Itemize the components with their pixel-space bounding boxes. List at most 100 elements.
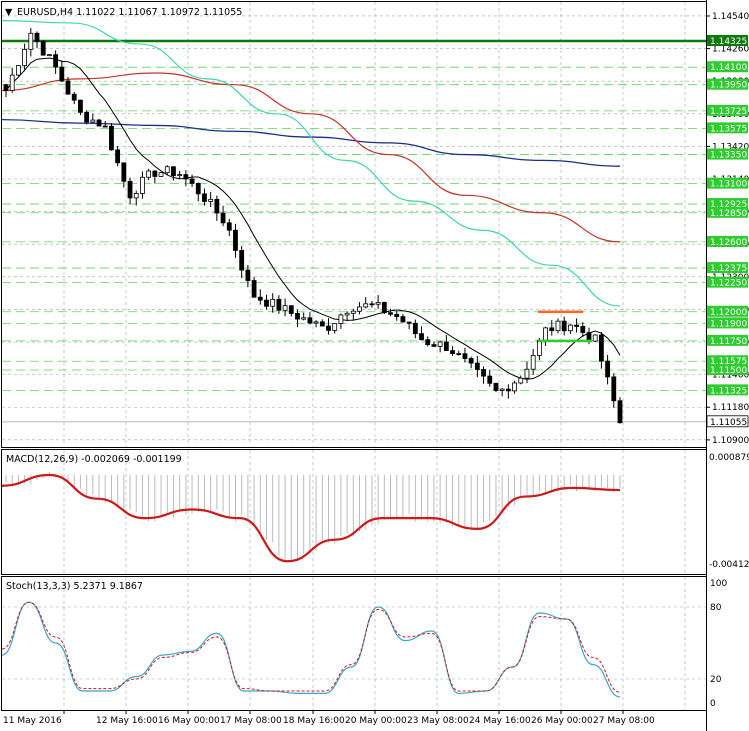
macd-pane xyxy=(1,449,707,575)
candle-body xyxy=(257,296,263,301)
candle-body xyxy=(90,119,96,123)
stoch-signal-line xyxy=(1,601,621,693)
candle-body xyxy=(47,54,52,57)
ma-blue-line xyxy=(1,118,621,167)
price-tick-label: 1.10900 xyxy=(712,436,749,446)
candle-body xyxy=(598,334,604,362)
candle-body xyxy=(363,303,369,308)
level-tag xyxy=(707,262,748,274)
current-price-label: 1.11055 xyxy=(710,418,747,428)
candle-body xyxy=(226,222,232,231)
level-tag-label: 1.12000 xyxy=(710,308,747,318)
candle-body xyxy=(357,306,362,312)
x-tick-label: 24 May 16:00 xyxy=(469,716,531,726)
candle-body xyxy=(617,400,623,424)
candle-body xyxy=(326,325,331,331)
candle-body xyxy=(71,93,77,101)
level-tag xyxy=(707,235,748,247)
ma-red-line xyxy=(1,72,621,243)
level-tag xyxy=(707,317,748,329)
candle-body xyxy=(574,324,579,327)
candle-body xyxy=(202,193,207,202)
candle-body xyxy=(313,321,319,324)
level-tag-label: 1.12850 xyxy=(710,209,747,219)
candle-body xyxy=(9,74,15,92)
level-tag xyxy=(707,104,748,116)
candle-body xyxy=(518,377,524,384)
stoch-tick-label: 100 xyxy=(710,579,727,589)
candle-body xyxy=(524,368,530,379)
level-tag xyxy=(707,276,748,288)
candle-body xyxy=(338,314,344,324)
candle-body xyxy=(307,317,313,324)
candle-body xyxy=(456,353,462,355)
price-tick-label: 1.14540 xyxy=(712,12,749,22)
candle-body xyxy=(53,54,59,68)
x-tick-label: 26 May 00:00 xyxy=(531,716,593,726)
candle-body xyxy=(133,193,139,199)
candle-body xyxy=(580,326,586,333)
level-tag xyxy=(707,122,748,134)
x-tick-label: 17 May 08:00 xyxy=(220,716,282,726)
candle-body xyxy=(214,198,220,214)
candle-body xyxy=(369,303,375,306)
level-tag xyxy=(707,61,748,73)
candle-body xyxy=(450,350,455,354)
candle-body xyxy=(233,229,238,251)
candle-body xyxy=(171,166,176,177)
chart-title-arrow: ▼ xyxy=(5,7,13,18)
candle-body xyxy=(549,327,555,332)
stoch-title: Stoch(13,3,3) 5.2371 9.1867 xyxy=(6,581,143,592)
level-tag-label: 1.11325 xyxy=(710,386,747,396)
candle-body xyxy=(381,301,387,314)
level-tag xyxy=(707,363,748,375)
candle-body xyxy=(400,316,406,323)
candle-body xyxy=(40,40,46,56)
candle-body xyxy=(462,353,468,359)
candle-body xyxy=(183,174,189,180)
candle-body xyxy=(437,341,443,347)
level-tag-label: 1.13100 xyxy=(710,180,747,190)
level-tag xyxy=(707,148,748,160)
level-tag-label: 1.12250 xyxy=(710,279,747,289)
level-tag xyxy=(707,355,748,367)
candle-body xyxy=(34,32,40,42)
candle-body xyxy=(3,84,9,92)
candle-body xyxy=(276,298,282,311)
chart-title: EURUSD,H4 1.11022 1.11067 1.10972 1.1105… xyxy=(17,7,242,18)
candle-body xyxy=(264,299,269,307)
macd-title: MACD(12,26,9) -0.002069 -0.001199 xyxy=(6,454,182,465)
level-tag-label: 1.13725 xyxy=(710,107,747,117)
candle-body xyxy=(536,339,542,356)
candle-body xyxy=(499,388,505,391)
candles xyxy=(3,27,623,424)
candle-body xyxy=(512,382,517,392)
candle-body xyxy=(592,334,598,342)
candle-body xyxy=(567,324,573,332)
candle-body xyxy=(344,312,350,316)
candle-body xyxy=(412,322,418,335)
candle-body xyxy=(146,170,152,178)
candle-body xyxy=(102,125,108,128)
x-tick-label: 23 May 08:00 xyxy=(407,716,469,726)
candle-body xyxy=(158,172,164,177)
candle-body xyxy=(350,310,356,314)
macd-signal-line xyxy=(1,473,621,563)
candle-body xyxy=(468,358,474,364)
candle-body xyxy=(189,178,195,184)
candle-body xyxy=(419,333,424,341)
level-tag-label: 1.11750 xyxy=(710,337,747,347)
level-tag-label: 1.11900 xyxy=(710,319,747,329)
candle-body xyxy=(28,32,34,50)
candle-body xyxy=(16,65,21,76)
x-tick-label: 11 May 2016 xyxy=(3,716,62,726)
stoch-tick-label: 20 xyxy=(710,675,722,685)
candle-body xyxy=(177,174,183,177)
candle-body xyxy=(394,313,400,317)
candle-body xyxy=(474,362,480,370)
candle-body xyxy=(288,305,294,314)
candle-body xyxy=(96,119,102,127)
level-tag-label: 1.12600 xyxy=(710,238,747,248)
